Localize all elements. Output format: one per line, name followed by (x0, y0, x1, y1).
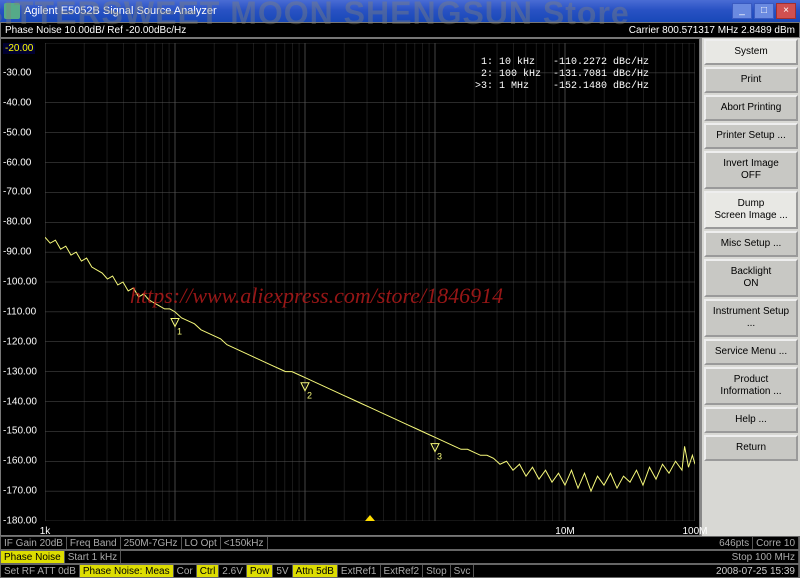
yaxis-label: -40.00 (3, 97, 31, 108)
correlation: Corre 10 (753, 537, 799, 549)
maximize-button[interactable]: □ (754, 3, 774, 19)
lo-opt-value: <150kHz (221, 537, 268, 549)
stop-status: Stop (423, 565, 451, 577)
yaxis-label: -150.00 (3, 426, 37, 437)
svg-text:1: 1 (177, 326, 182, 336)
ctrl-value: 2.6V (219, 565, 247, 577)
yaxis-label: -90.00 (3, 247, 31, 258)
if-gain: IF Gain 20dB (1, 537, 67, 549)
attn: Attn 5dB (293, 565, 338, 577)
svg-text:3: 3 (437, 452, 442, 462)
yaxis-label: -120.00 (3, 336, 37, 347)
yaxis-label: -160.00 (3, 456, 37, 467)
sidebar-btn-5[interactable]: DumpScreen Image ... (704, 191, 798, 229)
sidebar-btn-6[interactable]: Misc Setup ... (704, 231, 798, 257)
minimize-button[interactable]: _ (732, 3, 752, 19)
sidebar-btn-12[interactable]: Return (704, 435, 798, 461)
yaxis-label: -50.00 (3, 127, 31, 138)
freq-band-value: 250M-7GHz (121, 537, 182, 549)
sidebar-btn-11[interactable]: Help ... (704, 407, 798, 433)
cor-status: Cor (174, 565, 197, 577)
sidebar-menu: SystemPrintAbort PrintingPrinter Setup .… (700, 38, 800, 536)
watermark-url: https://www.aliexpress.com/store/1846914 (130, 283, 503, 309)
datetime: 2008-07-25 15:39 (713, 565, 799, 577)
status-row-2: Phase Noise Start 1 kHz Stop 100 MHz (0, 550, 800, 564)
sidebar-btn-7[interactable]: BacklightON (704, 259, 798, 297)
xaxis-label: 100M (682, 526, 707, 537)
xaxis-label: 1k (40, 526, 51, 537)
yaxis-label: -30.00 (3, 67, 31, 78)
rf-att: Set RF ATT 0dB (1, 565, 80, 577)
yaxis-label: -140.00 (3, 396, 37, 407)
yaxis-label: -100.00 (3, 277, 37, 288)
yaxis-label: -20.00 (3, 43, 35, 54)
svc-status: Svc (451, 565, 475, 577)
header-right: Carrier 800.571317 MHz 2.8489 dBm (629, 25, 795, 36)
sidebar-btn-9[interactable]: Service Menu ... (704, 339, 798, 365)
xaxis-label: 10M (555, 526, 574, 537)
status-rows: IF Gain 20dB Freq Band 250M-7GHz LO Opt … (0, 536, 800, 578)
sidebar-btn-1[interactable]: Print (704, 67, 798, 93)
yaxis-label: -170.00 (3, 486, 37, 497)
yaxis-label: -110.00 (3, 306, 36, 317)
points-count: 646pts (716, 537, 753, 549)
pow-value: 5V (273, 565, 292, 577)
start-freq: Start 1 kHz (65, 551, 121, 563)
yaxis-label: -80.00 (3, 217, 31, 228)
sidebar-btn-8[interactable]: Instrument Setup ... (704, 299, 798, 337)
svg-text:2: 2 (307, 391, 312, 401)
yaxis-label: -130.00 (3, 366, 37, 377)
extref2: ExtRef2 (381, 565, 424, 577)
extref1: ExtRef1 (338, 565, 381, 577)
lo-opt-label: LO Opt (182, 537, 221, 549)
sidebar-btn-4[interactable]: Invert ImageOFF (704, 151, 798, 189)
chart-svg: 1 2 3 (45, 43, 695, 521)
freq-band-label: Freq Band (67, 537, 121, 549)
sidebar-btn-2[interactable]: Abort Printing (704, 95, 798, 121)
stop-freq: Stop 100 MHz (729, 551, 799, 563)
close-button[interactable]: × (776, 3, 796, 19)
yaxis-label: -60.00 (3, 157, 31, 168)
meas-status: Phase Noise: Meas (80, 565, 174, 577)
plot-grid: 1 2 3 (45, 43, 695, 521)
status-row-1: IF Gain 20dB Freq Band 250M-7GHz LO Opt … (0, 536, 800, 550)
sidebar-btn-10[interactable]: ProductInformation ... (704, 367, 798, 405)
marker-table: 1: 10 kHz -110.2272 dBc/Hz 2: 100 kHz -1… (475, 57, 649, 93)
yaxis-label: -180.00 (3, 516, 37, 527)
sidebar-btn-3[interactable]: Printer Setup ... (704, 123, 798, 149)
sidebar-btn-0[interactable]: System (704, 39, 798, 65)
ctrl-label: Ctrl (197, 565, 220, 577)
mode-label: Phase Noise (1, 551, 65, 563)
pow-label: Pow (247, 565, 273, 577)
yaxis-label: -70.00 (3, 187, 31, 198)
watermark-store: BITTERSWEET MOON SHENGSUN Store (0, 0, 630, 32)
